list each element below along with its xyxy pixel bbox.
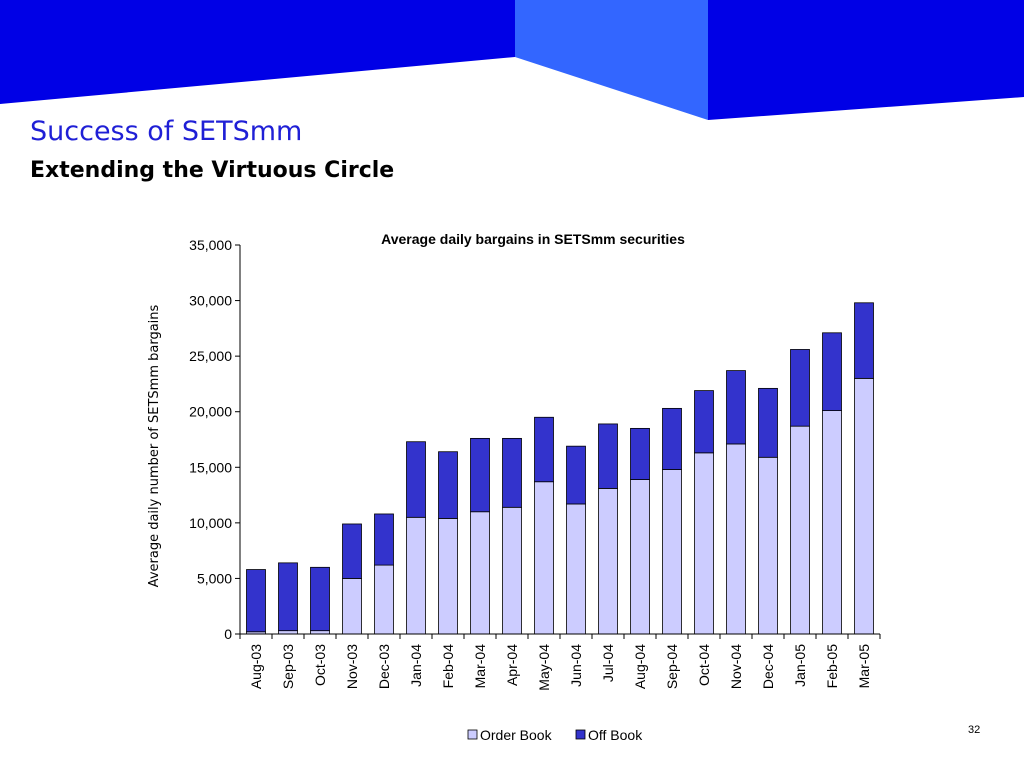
bar-segment-off-book	[502, 437, 522, 508]
bar-segment-off-book	[310, 566, 330, 632]
bar-segment-off-book	[758, 387, 778, 458]
slide-subtitle: Extending the Virtuous Circle	[30, 158, 395, 183]
bar-segment-order-book	[566, 503, 586, 635]
bar-segment-order-book	[694, 452, 714, 635]
x-tick-label: May-04	[536, 644, 552, 691]
slide-title: Success of SETSmm	[30, 116, 303, 147]
bar-segment-off-book	[406, 441, 426, 518]
x-tick-label: Dec-03	[376, 644, 392, 689]
bar-segment-order-book	[470, 511, 490, 635]
legend-label-off-book: Off Book	[588, 727, 643, 743]
x-tick-label: Oct-04	[696, 644, 712, 686]
x-tick-label: Aug-04	[632, 644, 648, 689]
x-tick-label: Jul-04	[600, 644, 616, 682]
bar-segment-order-book	[854, 377, 874, 635]
bar-segment-order-book	[438, 518, 458, 635]
x-tick-label: Apr-04	[504, 644, 520, 686]
y-tick-label: 25,000	[189, 348, 232, 364]
x-tick-label: Jan-04	[408, 644, 424, 687]
y-tick-label: 20,000	[189, 404, 232, 420]
x-tick-label: Sep-04	[664, 644, 680, 689]
page-number: 32	[968, 724, 981, 736]
bar-segment-off-book	[726, 370, 746, 445]
bar-segment-off-book	[438, 451, 458, 519]
y-axis-label: Average daily number of SETSmm bargains	[147, 304, 162, 587]
bar-segment-off-book	[566, 445, 586, 505]
legend-swatch-order-book	[467, 729, 478, 740]
bar-segment-order-book	[342, 578, 362, 635]
y-tick-label: 35,000	[189, 237, 232, 253]
bar-segment-off-book	[374, 513, 394, 566]
x-tick-label: Nov-03	[344, 644, 360, 689]
bar-segment-order-book	[790, 425, 810, 635]
bar-segment-order-book	[374, 564, 394, 635]
legend: Order Book Off Book	[467, 727, 643, 743]
bars-group	[246, 302, 874, 635]
y-tick-label: 30,000	[189, 293, 232, 309]
banner-shape-center	[515, 0, 708, 120]
y-tick-label: 0	[224, 626, 232, 642]
bar-segment-order-book	[534, 481, 554, 635]
legend-swatch-off-book	[575, 729, 586, 740]
x-axis: Aug-03 Sep-03 Oct-03 Nov-03 Dec-03 Jan-04 Feb-…	[239, 633, 881, 691]
x-tick-label: Jun-04	[568, 644, 584, 687]
legend-label-order-book: Order Book	[480, 727, 553, 743]
x-tick-label: Mar-05	[856, 644, 872, 689]
bar-segment-off-book	[630, 427, 650, 480]
bar-segment-order-book	[758, 456, 778, 635]
bar-segment-order-book	[598, 488, 618, 635]
y-axis: 0 5,000 10,000 15,000 20,000 25,000 30,000 35,0…	[189, 237, 241, 642]
x-tick-label: Jan-05	[792, 644, 808, 687]
bar-segment-order-book	[726, 443, 746, 635]
x-tick-label: Nov-04	[728, 644, 744, 689]
bar-segment-off-book	[246, 569, 266, 633]
bar-segment-order-book	[310, 630, 330, 635]
x-tick-label: Mar-04	[472, 644, 488, 689]
header-banner	[0, 0, 1024, 120]
bar-segment-order-book	[278, 630, 298, 635]
bar-segment-off-book	[470, 437, 490, 513]
x-tick-label: Feb-04	[440, 644, 456, 689]
x-tick-label: Aug-03	[248, 644, 264, 689]
x-tick-label: Oct-03	[312, 644, 328, 686]
x-tick-label: Dec-04	[760, 644, 776, 689]
bar-segment-off-book	[598, 423, 618, 489]
bar-segment-off-book	[822, 332, 842, 412]
bar-segment-off-book	[790, 349, 810, 427]
x-tick-label: Feb-05	[824, 644, 840, 689]
bar-segment-order-book	[662, 469, 682, 635]
bar-segment-off-book	[342, 523, 362, 579]
bar-segment-order-book	[630, 479, 650, 635]
bar-segment-off-book	[854, 302, 874, 379]
y-tick-label: 15,000	[189, 459, 232, 475]
bar-segment-order-book	[502, 506, 522, 635]
banner-shape-right	[708, 0, 1024, 120]
bar-segment-off-book	[278, 562, 298, 632]
bar-segment-order-book	[406, 516, 426, 635]
bar-segment-off-book	[534, 416, 554, 483]
bar-segment-off-book	[694, 390, 714, 454]
y-tick-label: 10,000	[189, 515, 232, 531]
bar-segment-off-book	[662, 407, 682, 470]
chart-title: Average daily bargains in SETSmm securit…	[381, 231, 685, 247]
banner-shape-left	[0, 0, 515, 104]
x-tick-label: Sep-03	[280, 644, 296, 689]
y-tick-label: 5,000	[197, 570, 232, 586]
bar-segment-order-book	[822, 410, 842, 635]
